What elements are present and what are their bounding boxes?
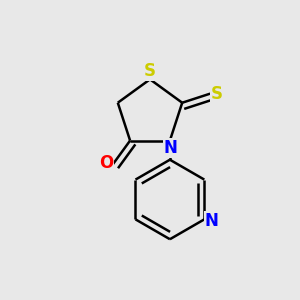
Text: S: S <box>211 85 223 103</box>
Text: N: N <box>164 139 177 157</box>
Text: S: S <box>144 62 156 80</box>
Text: N: N <box>205 212 219 230</box>
Text: O: O <box>99 154 113 172</box>
